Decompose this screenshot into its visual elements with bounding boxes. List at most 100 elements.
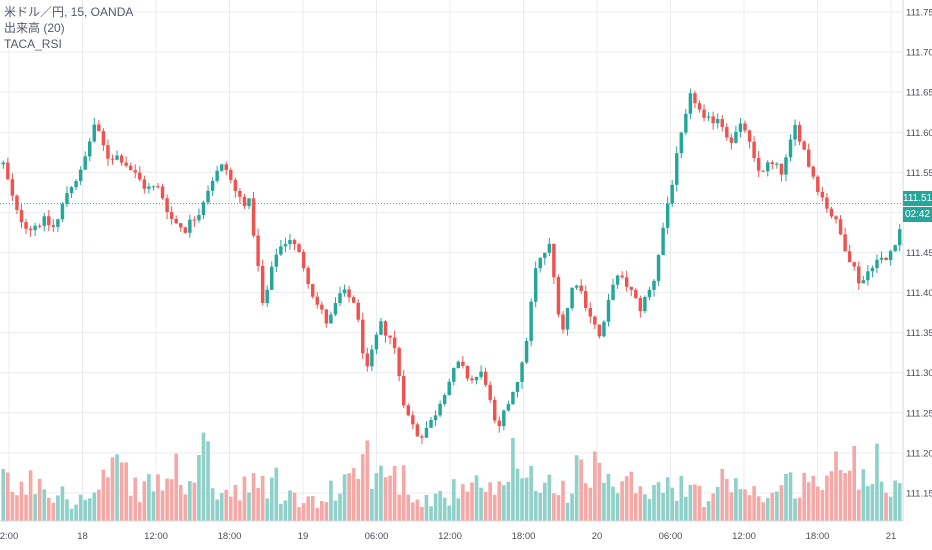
candle-body — [274, 254, 279, 267]
volume-bar — [206, 441, 210, 521]
volume-bar — [765, 498, 770, 521]
candle-body — [715, 119, 720, 124]
candle-body — [552, 243, 556, 278]
candle-body — [74, 181, 78, 188]
candle-body — [784, 157, 788, 175]
candle-body — [356, 302, 360, 320]
volume-bar — [442, 497, 447, 521]
candle-body — [233, 179, 238, 191]
candle-body — [83, 156, 87, 170]
candle-body — [574, 285, 579, 288]
candle-body — [306, 268, 310, 285]
candle-body — [711, 116, 715, 124]
volume-bar — [793, 498, 797, 521]
volume-bar — [28, 470, 33, 521]
candle-body — [147, 186, 151, 189]
candle-body — [206, 190, 210, 203]
candle-body — [620, 275, 624, 278]
candle-body — [51, 225, 56, 227]
candle-body — [875, 259, 879, 269]
candle-body — [738, 123, 743, 132]
candle-body — [747, 130, 752, 142]
y-tick-label: 111.150 — [906, 488, 932, 499]
volume-bar — [6, 472, 10, 521]
volume-bar — [647, 498, 652, 521]
price-candles — [1, 88, 902, 444]
candle-body — [502, 410, 506, 427]
volume-bar — [843, 473, 847, 521]
volume-bar — [761, 502, 766, 521]
volume-bar — [588, 487, 593, 521]
y-tick-label: 111.300 — [906, 368, 932, 379]
candle-body — [770, 162, 775, 165]
candle-body — [179, 223, 183, 228]
volume-bar — [738, 489, 743, 521]
candle-body — [15, 195, 19, 210]
candle-body — [338, 293, 342, 304]
candle-body — [547, 243, 552, 253]
volume-bar — [124, 462, 128, 521]
x-tick-label: 12:00 — [732, 531, 756, 542]
candle-body — [201, 202, 206, 215]
volume-bar — [684, 496, 688, 521]
y-tick-label: 111.250 — [906, 408, 932, 419]
candle-body — [506, 403, 511, 411]
volume-bar — [715, 486, 720, 521]
candle-body — [866, 271, 870, 281]
candle-body — [720, 119, 724, 127]
candle-body — [693, 93, 697, 104]
candle-body — [488, 384, 492, 400]
volume-bar — [697, 485, 702, 521]
volume-bar — [137, 502, 142, 521]
candle-body — [675, 153, 679, 185]
candle-body — [766, 162, 770, 172]
candle-body — [602, 321, 606, 337]
candle-body — [702, 109, 706, 118]
candle-body — [219, 164, 224, 171]
candle-body — [361, 319, 365, 354]
candle-body — [197, 214, 201, 221]
volume-bar — [538, 492, 543, 521]
candle-body — [465, 365, 470, 379]
volume-bar — [552, 493, 556, 521]
candle-body — [320, 304, 324, 310]
volume-bar — [411, 502, 415, 521]
x-tick-label: 06:00 — [365, 531, 389, 542]
candle-body — [461, 361, 465, 366]
candle-body — [483, 371, 488, 385]
volume-bar — [169, 479, 174, 521]
candle-body — [479, 371, 483, 377]
volume-bar — [852, 445, 857, 521]
candle-body — [411, 415, 415, 425]
candle-body — [351, 297, 356, 303]
y-tick-label: 111.400 — [906, 288, 932, 299]
x-tick-label: 18:00 — [512, 531, 536, 542]
candle-body — [497, 420, 502, 427]
candle-body — [47, 216, 51, 226]
volume-bar — [524, 477, 529, 521]
candle-body — [761, 170, 765, 172]
candle-body — [324, 309, 329, 324]
volume-bar — [520, 478, 524, 521]
candle-body — [292, 240, 297, 245]
volume-bar — [360, 454, 365, 521]
volume-bar — [465, 491, 470, 521]
volume-bar — [483, 491, 488, 521]
volume-bar — [256, 488, 260, 521]
volume-bar — [329, 480, 333, 521]
candle-body — [634, 289, 638, 299]
volume-bar — [652, 484, 656, 521]
volume-bar — [188, 481, 192, 521]
candle-body — [565, 308, 570, 330]
candle-body — [670, 184, 674, 204]
volume-bar — [310, 495, 315, 521]
candle-body — [433, 415, 438, 421]
candle-body — [561, 314, 565, 330]
candle-body — [533, 268, 538, 302]
volume-bar — [297, 507, 301, 521]
volume-bar — [506, 481, 511, 521]
last-price-label: 111.511 — [903, 191, 932, 206]
candle-body — [56, 219, 60, 227]
